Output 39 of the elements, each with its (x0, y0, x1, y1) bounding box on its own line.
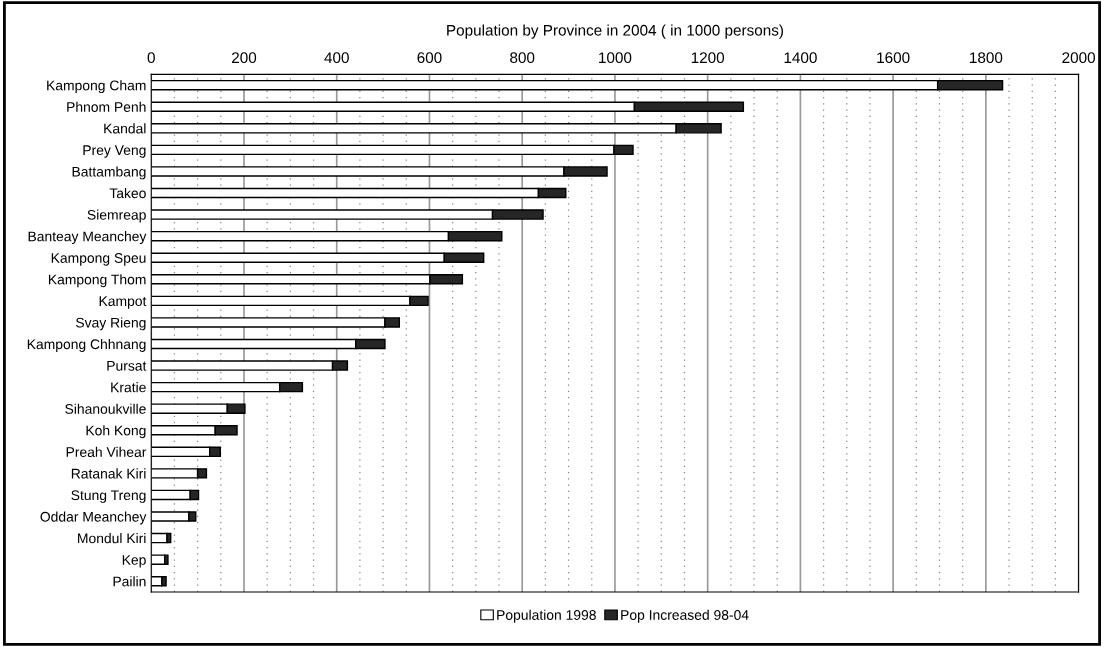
y-tick-label: Siemreap (87, 209, 146, 223)
y-tick-label: Kampong Cham (47, 80, 146, 94)
legend-label: Population 1998 (497, 609, 596, 623)
x-tick-label: 1600 (877, 52, 910, 64)
y-tick-label: Banteay Meanchey (28, 231, 147, 245)
y-tick-label: Svay Rieng (76, 317, 146, 331)
y-tick-label: Pailin (113, 576, 146, 587)
y-tick-label: Kampong Chhnang (27, 338, 146, 352)
y-tick-label: Ratanak Kiri (71, 468, 146, 479)
x-tick-label: 0 (147, 52, 155, 64)
y-tick-label: Kep (122, 555, 146, 568)
y-tick-label: Pursat (107, 361, 147, 371)
y-tick-label: Oddar Meanchey (40, 511, 147, 525)
y-tick-label: Kampot (99, 296, 147, 309)
y-tick-label: Prey Veng (83, 145, 146, 158)
y-tick-label: Battambang (72, 166, 146, 180)
x-tick-label: 800 (510, 52, 535, 64)
legend-label: Pop Increased 98-04 (621, 609, 749, 623)
bar (151, 554, 166, 565)
y-tick-label: Mondul Kiri (78, 533, 146, 544)
y-tick-label: Stung Treng (71, 490, 146, 503)
y-tick-label: Kampong Speu (51, 253, 146, 266)
x-tick-label: 1400 (784, 52, 817, 64)
x-tick-label: 600 (417, 52, 442, 64)
y-tick-label: Koh Kong (86, 425, 146, 439)
y-tick-label: Sihanoukville (65, 403, 146, 414)
x-tick-label: 1800 (970, 52, 1003, 64)
y-tick-label: Kratie (111, 382, 146, 393)
y-tick-label: Preah Vihear (66, 446, 147, 457)
y-tick-label: Takeo (109, 187, 146, 199)
y-tick-label: Kandal (104, 123, 146, 134)
x-tick-label: 1200 (691, 52, 725, 64)
x-tick-label: 2000 (1062, 52, 1096, 64)
x-tick-label: 1000 (599, 52, 632, 64)
x-tick-label: 400 (324, 52, 349, 64)
y-tick-label: Kampong Thom (48, 274, 146, 288)
x-tick-label: 200 (232, 52, 257, 64)
y-tick-label: Phnom Penh (67, 101, 146, 112)
chart-title: Population by Province in 2004 ( in 1000 persons) (447, 24, 783, 39)
